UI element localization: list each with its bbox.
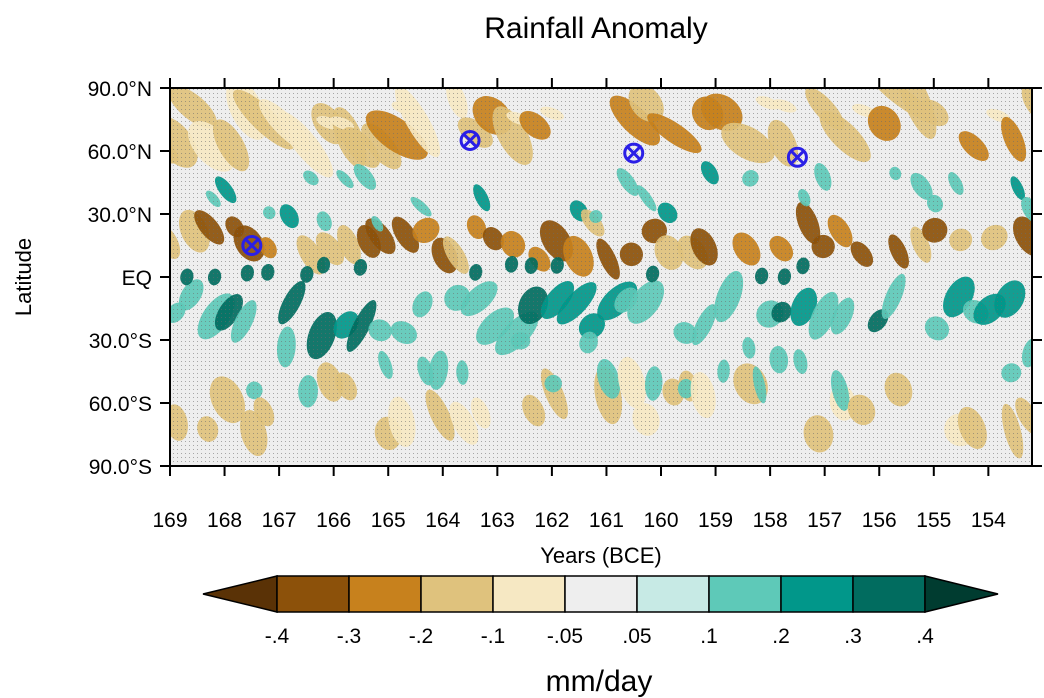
- x-axis-label: Years (BCE): [540, 543, 661, 568]
- x-tick-label: 157: [807, 509, 842, 532]
- y-axis-label: Latitude: [11, 238, 36, 316]
- event-marker: [623, 142, 645, 164]
- colorbar-segment: [852, 575, 926, 613]
- x-tick-label: 162: [534, 509, 569, 532]
- colorbar-segment: [492, 575, 566, 613]
- colorbar-tick-label: .1: [700, 625, 718, 648]
- colorbar-segment: [276, 575, 350, 613]
- colorbar-segment: [348, 575, 422, 613]
- chart-title: Rainfall Anomaly: [484, 12, 707, 45]
- significance-stippling: [170, 88, 1032, 466]
- event-marker: [241, 235, 263, 256]
- colorbar-segment: [636, 575, 710, 613]
- anomaly-patch: [141, 102, 168, 121]
- x-tick-label: 159: [698, 509, 733, 532]
- colorbar-segment: [780, 575, 854, 613]
- plot-area: [134, 87, 1033, 467]
- colorbar-tick-label: .3: [844, 625, 862, 648]
- anomaly-patch: [134, 227, 175, 272]
- x-tick-label: 163: [480, 509, 515, 532]
- x-tick-label: 154: [971, 509, 1006, 532]
- x-tick-label: 155: [916, 509, 951, 532]
- x-tick-label: 156: [862, 509, 897, 532]
- y-tick-label: EQ: [122, 267, 152, 290]
- x-tick-label: 160: [643, 509, 678, 532]
- y-tick-label: 60.0°S: [89, 393, 152, 416]
- colorbar-low-extension: [202, 575, 278, 613]
- x-tick-label: 165: [371, 509, 406, 532]
- y-tick-label: 60.0°N: [88, 141, 152, 164]
- event-marker: [459, 130, 481, 151]
- colorbar-tick-label: .4: [916, 625, 934, 648]
- x-tick-label: 158: [753, 509, 788, 532]
- y-tick-label: 90.0°N: [88, 78, 152, 101]
- colorbar-segment: [420, 575, 494, 613]
- colorbar-tick-label: -.4: [265, 625, 290, 648]
- y-axis: 90.0°N 60.0°N 30.0°N EQ 30.0°S 60.0°S 90.0°S: [88, 78, 1042, 479]
- colorbar-tick-label: .2: [772, 625, 790, 648]
- x-tick-label: 161: [589, 509, 624, 532]
- x-tick-label: 169: [152, 509, 187, 532]
- colorbar-segment: [708, 575, 782, 613]
- x-tick-label: 164: [425, 509, 460, 532]
- colorbar-tick-label: .05: [622, 625, 651, 648]
- event-marker: [786, 146, 808, 168]
- x-tick-label: 167: [262, 509, 297, 532]
- event-markers: [241, 130, 808, 256]
- colorbar-tick-label: -.2: [409, 625, 434, 648]
- colorbar-label: mm/day: [546, 665, 653, 698]
- colorbar-tick-label: -.3: [337, 625, 362, 648]
- colorbar-high-extension: [924, 575, 999, 613]
- y-tick-label: 30.0°N: [88, 204, 152, 227]
- y-tick-label: 90.0°S: [89, 456, 152, 479]
- colorbar-tick-label: -.1: [481, 625, 506, 648]
- colorbar-tick-label: -.05: [547, 625, 583, 648]
- x-tick-label: 168: [207, 509, 242, 532]
- x-axis: 169 168 167 166 165 164 163 162 161 160 159 158 157 1…: [152, 78, 1006, 532]
- colorbar: -.4 -.3 -.2 -.1 -.05 .05 .1 .2 .3 .4: [202, 575, 999, 648]
- colorbar-segment: [564, 575, 638, 613]
- y-tick-label: 30.0°S: [89, 330, 152, 353]
- x-tick-label: 166: [316, 509, 351, 532]
